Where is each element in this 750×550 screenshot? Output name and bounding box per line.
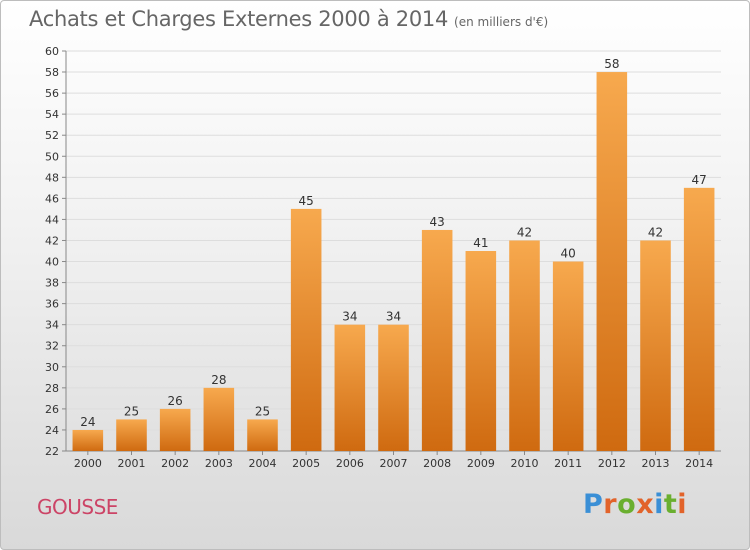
chart-title: Achats et Charges Externes 2000 à 2014 (e… — [29, 7, 548, 31]
y-tick-label: 50 — [45, 150, 59, 163]
y-tick-label: 34 — [45, 319, 59, 332]
bar-2002 — [159, 408, 191, 451]
x-tick-label-2010: 2010 — [511, 457, 539, 470]
x-tick-label-2006: 2006 — [336, 457, 364, 470]
bar-2013 — [640, 240, 671, 451]
data-label-2001: 25 — [124, 404, 139, 418]
y-tick-label: 30 — [45, 361, 59, 374]
y-tick-label: 38 — [45, 277, 59, 290]
data-label-2007: 34 — [386, 310, 401, 324]
x-tick-label-2012: 2012 — [598, 457, 626, 470]
y-tick-label: 58 — [45, 66, 59, 79]
x-tick-label-2000: 2000 — [74, 457, 102, 470]
logo-letter: r — [603, 489, 618, 520]
bar-2000 — [72, 429, 104, 451]
y-tick-label: 54 — [45, 108, 59, 121]
x-tick-label-2004: 2004 — [249, 457, 277, 470]
bar-2004 — [247, 419, 278, 451]
logo-letter: i — [654, 489, 664, 520]
y-tick-label: 24 — [45, 424, 59, 437]
data-labels: 24 25 26 28 25 45 34 34 43 41 42 40 58 42 47 — [80, 57, 707, 429]
y-tick-label: 46 — [45, 192, 59, 205]
y-tick-label: 40 — [45, 256, 59, 269]
x-tick-label-2014: 2014 — [685, 457, 713, 470]
bar-2010 — [509, 240, 540, 451]
y-tick-label: 48 — [45, 171, 59, 184]
data-label-2010: 42 — [517, 225, 532, 239]
commune-name: GOUSSE — [37, 495, 118, 519]
bar-2006 — [334, 324, 366, 451]
data-label-2002: 26 — [168, 394, 183, 408]
data-label-2009: 41 — [473, 236, 488, 250]
data-label-2006: 34 — [342, 310, 357, 324]
logo-letter: x — [636, 489, 655, 520]
y-tick-label: 42 — [45, 234, 59, 247]
bar-2012 — [596, 72, 628, 451]
y-tick-label: 32 — [45, 340, 59, 353]
data-label-2012: 58 — [604, 57, 619, 71]
axes: 22 24 26 28 30 32 34 36 38 40 42 44 46 48 50 52 54 56 58 60… — [45, 45, 721, 470]
logo-letter: i — [677, 489, 688, 520]
logo-letter: t — [663, 489, 678, 520]
y-tick-label: 26 — [45, 403, 59, 416]
y-tick-label: 22 — [45, 445, 59, 458]
y-tick-label: 60 — [45, 45, 59, 58]
bar-2001 — [116, 419, 147, 451]
bar-2014 — [683, 187, 715, 451]
chart-subtitle: (en milliers d'€) — [454, 15, 549, 29]
data-label-2000: 24 — [80, 415, 95, 429]
x-tick-label-2011: 2011 — [554, 457, 582, 470]
logo-letter: P — [583, 489, 604, 520]
data-label-2004: 25 — [255, 404, 270, 418]
data-label-2011: 40 — [561, 247, 576, 261]
x-tick-label-2002: 2002 — [161, 457, 189, 470]
data-label-2013: 42 — [648, 225, 663, 239]
y-tick-label: 36 — [45, 298, 59, 311]
y-tick-label: 28 — [45, 382, 59, 395]
bar-2003 — [203, 387, 235, 451]
data-label-2014: 47 — [692, 173, 707, 187]
x-tick-label-2001: 2001 — [118, 457, 146, 470]
proxiti-logo[interactable]: Proxiti — [583, 489, 687, 520]
bar-2008 — [421, 229, 453, 451]
bars — [72, 72, 715, 451]
x-tick-label-2005: 2005 — [292, 457, 320, 470]
data-label-2003: 28 — [211, 373, 226, 387]
bar-2009 — [465, 251, 497, 451]
y-tick-label: 44 — [45, 213, 59, 226]
logo-letter: o — [617, 489, 637, 520]
x-tick-label-2013: 2013 — [642, 457, 670, 470]
y-tick-label: 52 — [45, 129, 59, 142]
x-tick-label-2009: 2009 — [467, 457, 495, 470]
x-tick-label-2007: 2007 — [380, 457, 408, 470]
y-tick-label: 56 — [45, 87, 59, 100]
data-label-2008: 43 — [430, 215, 445, 229]
chart-title-text: Achats et Charges Externes 2000 à 2014 — [29, 7, 449, 31]
bar-2011 — [552, 261, 584, 451]
x-tick-label-2003: 2003 — [205, 457, 233, 470]
bar-2005 — [290, 208, 322, 451]
bar-2007 — [378, 324, 409, 451]
data-label-2005: 45 — [299, 194, 314, 208]
x-tick-label-2008: 2008 — [423, 457, 451, 470]
